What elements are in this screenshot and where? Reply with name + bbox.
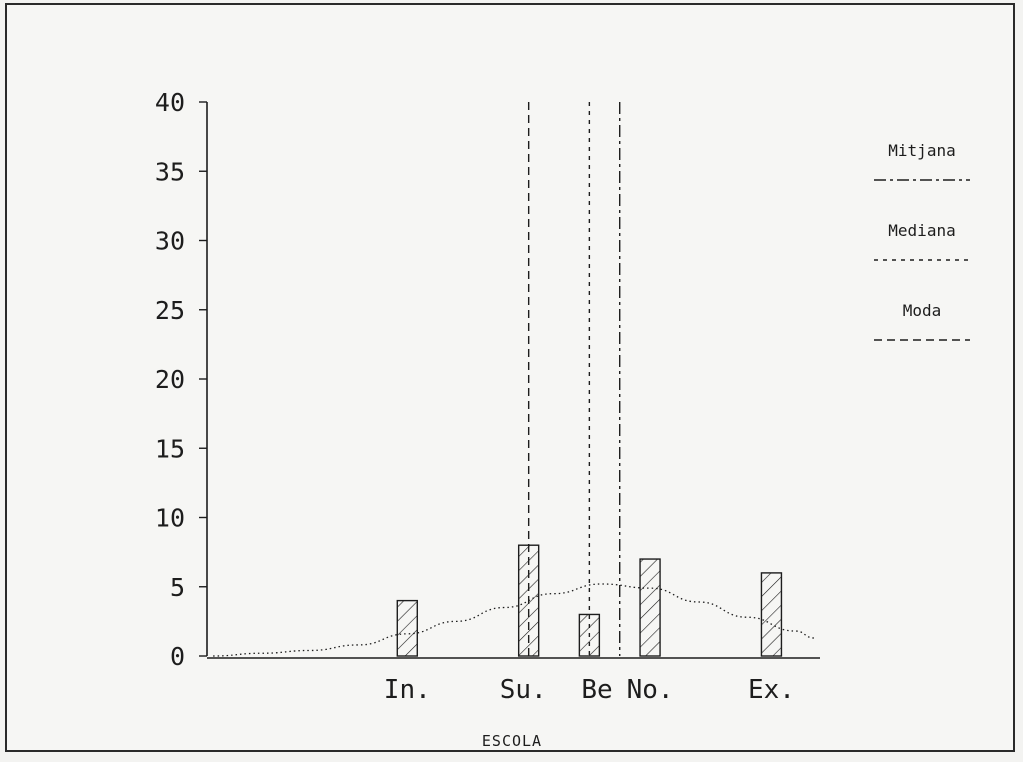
distribution-curve [213,583,814,657]
y-tick-label: 0 [170,642,185,671]
y-tick-label: 30 [155,227,185,256]
x-category-label: No. [627,675,674,705]
legend-label: Mitjana [888,141,955,160]
x-category-label: Be [581,675,612,705]
x-category-label: In. [384,675,431,705]
legend-label: Moda [903,301,942,320]
x-category-label: Su. [500,675,547,705]
chart-frame [5,3,1015,752]
y-tick-label: 10 [155,504,185,533]
bar [639,558,661,657]
bar [760,572,783,657]
y-tick-label: 15 [155,434,185,463]
legend-label: Mediana [888,221,955,240]
y-tick-label: 35 [155,157,185,186]
y-tick-label: 20 [155,365,185,394]
y-tick-label: 40 [155,88,185,117]
x-axis-title: ESCOLA [482,732,542,750]
y-tick-label: 25 [155,296,185,325]
x-category-label: Ex. [748,675,795,705]
y-tick-label: 5 [170,573,185,602]
bar [396,599,418,657]
